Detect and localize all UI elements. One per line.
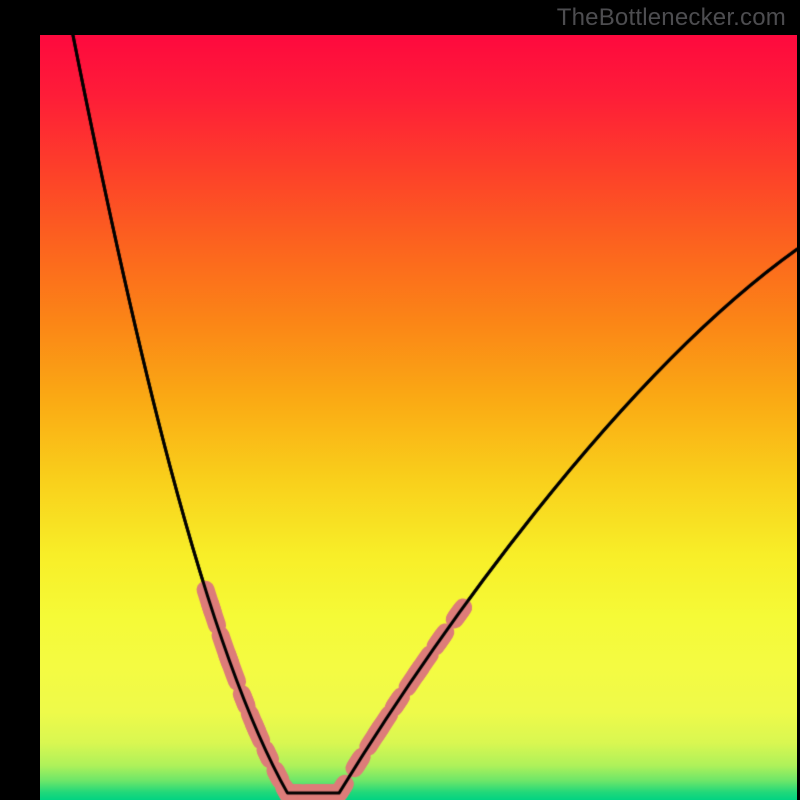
- watermark-text: TheBottlenecker.com: [557, 4, 786, 32]
- stage: TheBottlenecker.com: [0, 0, 800, 800]
- bottleneck-curve-chart: [0, 0, 800, 800]
